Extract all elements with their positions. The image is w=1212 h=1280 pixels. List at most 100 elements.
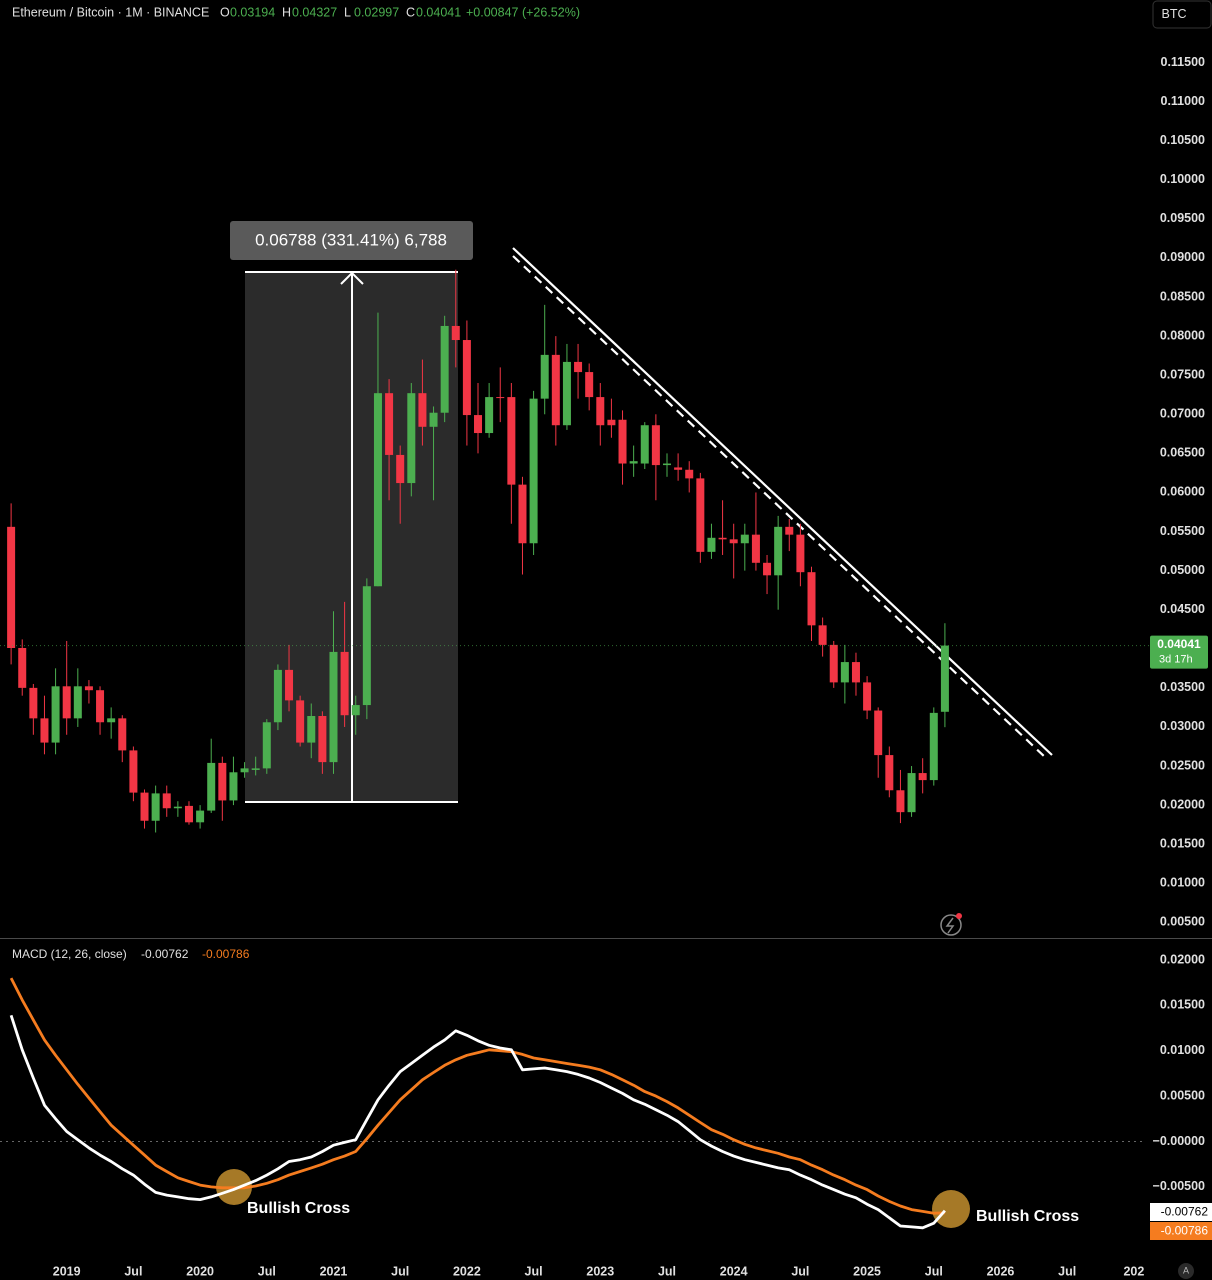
last-price-label: 0.04041 (1157, 637, 1201, 651)
candle-body (618, 419, 627, 464)
candle-body (262, 722, 271, 769)
measure-label-box (230, 221, 473, 260)
candle-body (51, 686, 60, 743)
candle-body (907, 773, 916, 813)
alert-dot[interactable] (956, 913, 962, 919)
candle-body (585, 372, 594, 398)
candle-body (373, 393, 382, 587)
candle-body (874, 710, 883, 756)
candle-body (151, 793, 160, 821)
y-tick-label: 0.08500 (1160, 289, 1205, 303)
macd-line (9, 977, 945, 1215)
candle-body (485, 397, 494, 434)
x-tick-label: 2023 (586, 1264, 614, 1278)
candle-body (462, 340, 471, 416)
last-price-box (1150, 635, 1208, 669)
x-tick-label: Jul (391, 1264, 409, 1278)
candle-body (129, 750, 138, 793)
candle-body (551, 354, 560, 426)
candle-body (440, 325, 449, 413)
candle-body (562, 361, 571, 426)
x-tick-label: 2026 (987, 1264, 1015, 1278)
y-tick-label: 0.06000 (1160, 485, 1205, 499)
candle-body (674, 467, 683, 470)
candle-body (18, 648, 27, 688)
candle-body (718, 537, 727, 540)
ohlc-letter: H (282, 5, 291, 19)
y-tick-label: 0.09500 (1160, 211, 1205, 225)
y-tick-label: 0.05000 (1160, 563, 1205, 577)
candle-body (396, 454, 405, 484)
macd-line (9, 1014, 946, 1230)
cross-annotation: Bullish Cross (976, 1208, 1079, 1225)
y-tick-label: 0.02500 (1160, 758, 1205, 772)
auto-scale-label[interactable]: A (1183, 1265, 1189, 1275)
currency-button[interactable]: BTC (1152, 0, 1212, 29)
candle-body (84, 686, 93, 691)
candle-body (818, 625, 827, 645)
x-tick-label: 2022 (453, 1264, 481, 1278)
last-value-label: -0.00762 (1161, 1205, 1209, 1219)
candle-body (251, 768, 260, 770)
candle-body (529, 398, 538, 544)
candle-body (7, 526, 16, 649)
measure-label: 0.06788 (331.41%) 6,788 (255, 230, 447, 249)
y-tick-label: 0.00500 (1160, 915, 1205, 929)
x-tick-label: 2020 (186, 1264, 214, 1278)
candle-body (362, 586, 371, 706)
ohlc-value: 0.03194 (230, 5, 275, 19)
candle-body (196, 810, 205, 823)
alert-circle[interactable] (940, 914, 962, 936)
y-tick-label: 0.00500 (1160, 1088, 1205, 1102)
trend-line-dashed (512, 255, 1047, 759)
candle-body (518, 484, 527, 544)
x-tick-label: 2024 (720, 1264, 748, 1278)
y-tick-label: 0.11500 (1161, 55, 1206, 69)
y-tick-label: −0.00000 (1153, 1134, 1206, 1148)
x-tick-label: Jul (925, 1264, 943, 1278)
x-tick-label: Jul (525, 1264, 543, 1278)
x-tick-label: 202 (1123, 1264, 1144, 1278)
auto-scale-circle[interactable] (1178, 1263, 1194, 1279)
auto-scale-button[interactable]: A (1178, 1263, 1194, 1279)
candle-body (96, 690, 105, 723)
currency-box[interactable] (1152, 0, 1212, 29)
macd-header-value: -0.00762 (141, 947, 189, 961)
candle-body (496, 397, 505, 399)
header: Ethereum / Bitcoin · 1M · BINANCE (12, 5, 209, 19)
y-tick-label: 0.10500 (1160, 133, 1205, 147)
y-tick-label: 0.04500 (1160, 602, 1205, 616)
x-tick-label: 2021 (320, 1264, 348, 1278)
alert-bolt[interactable] (945, 917, 955, 934)
y-tick-label: −0.00500 (1153, 1179, 1206, 1193)
y-tick-label: 0.07000 (1160, 407, 1205, 421)
alert-icon[interactable] (940, 913, 962, 936)
cross-marker (932, 1190, 970, 1228)
macd-header-value: -0.00786 (202, 947, 250, 961)
candle-body (729, 539, 738, 544)
x-tick-label: 2025 (853, 1264, 881, 1278)
candle-body (763, 562, 772, 576)
candle-body (540, 354, 549, 399)
candle-body (62, 686, 71, 719)
ohlc-value: 0.04041 (416, 5, 461, 19)
currency-label[interactable]: BTC (1162, 7, 1187, 21)
candle-body (285, 669, 294, 701)
candle-body (829, 644, 838, 683)
candle-body (240, 768, 249, 773)
candle-body (418, 393, 427, 427)
candle-body (40, 718, 49, 743)
candle-body (451, 325, 460, 341)
y-tick-label: 0.01000 (1160, 876, 1205, 890)
cross-annotation: Bullish Cross (247, 1200, 350, 1217)
candle-body (707, 537, 716, 552)
y-tick-label: 0.07500 (1160, 367, 1205, 381)
candle-body (640, 425, 649, 464)
y-tick-label: 0.10000 (1160, 172, 1205, 186)
last-value-box (1150, 1203, 1212, 1221)
candle-body (340, 651, 349, 716)
y-tick-label: 0.03000 (1160, 719, 1205, 733)
candle-body (107, 718, 116, 723)
candle-body (29, 687, 38, 719)
